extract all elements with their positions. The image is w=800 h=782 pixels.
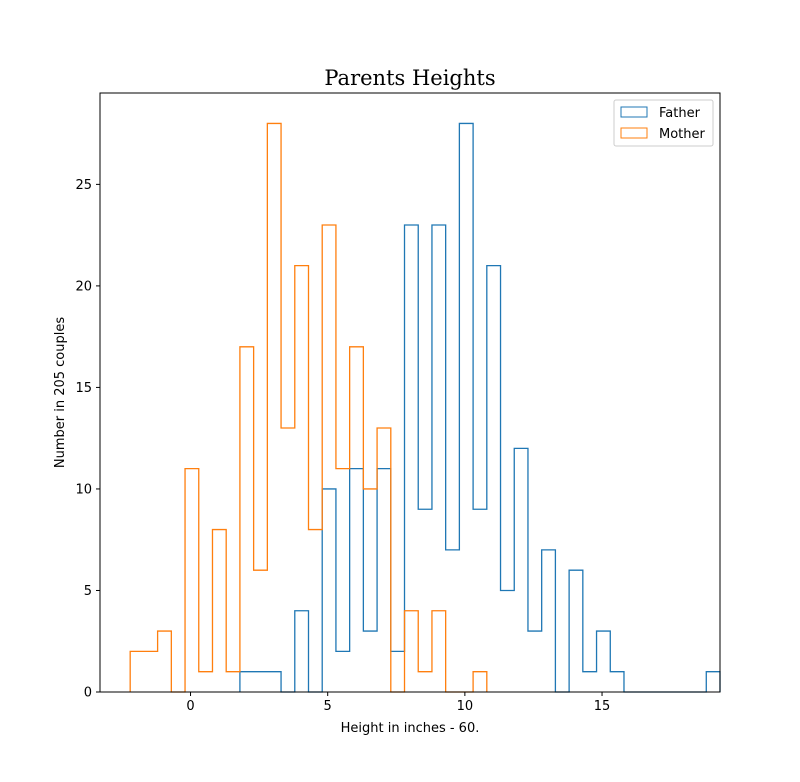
y-tick-label: 10 bbox=[75, 482, 92, 497]
y-axis-label: Number in 205 couples bbox=[53, 317, 68, 468]
legend: Father Mother bbox=[613, 99, 714, 147]
x-ticks: 0 5 10 15 bbox=[186, 692, 610, 714]
y-tick-label: 0 bbox=[84, 686, 92, 701]
x-axis-label: Height in inches - 60. bbox=[341, 721, 480, 736]
legend-label-father: Father bbox=[659, 106, 701, 121]
series-layer bbox=[129, 122, 721, 693]
legend-swatch-mother bbox=[620, 127, 648, 139]
y-tick-label: 20 bbox=[75, 279, 92, 294]
plot-frame bbox=[99, 92, 721, 693]
y-tick-label: 25 bbox=[75, 178, 92, 193]
x-tick-label: 5 bbox=[324, 699, 332, 714]
y-ticks: 0 5 10 15 20 25 bbox=[75, 178, 100, 701]
chart-title: Parents Heights bbox=[324, 66, 495, 90]
legend-label-mother: Mother bbox=[659, 127, 706, 142]
y-tick-label: 15 bbox=[75, 381, 92, 396]
legend-swatch-father bbox=[620, 106, 648, 118]
x-tick-label: 10 bbox=[457, 699, 474, 714]
x-tick-label: 0 bbox=[186, 699, 194, 714]
x-tick-label: 15 bbox=[594, 699, 611, 714]
y-tick-label: 5 bbox=[84, 584, 92, 599]
legend-box bbox=[613, 99, 714, 147]
histogram-step-mother bbox=[129, 122, 488, 693]
histogram-step-father bbox=[239, 122, 721, 693]
axes-layer bbox=[99, 92, 721, 693]
